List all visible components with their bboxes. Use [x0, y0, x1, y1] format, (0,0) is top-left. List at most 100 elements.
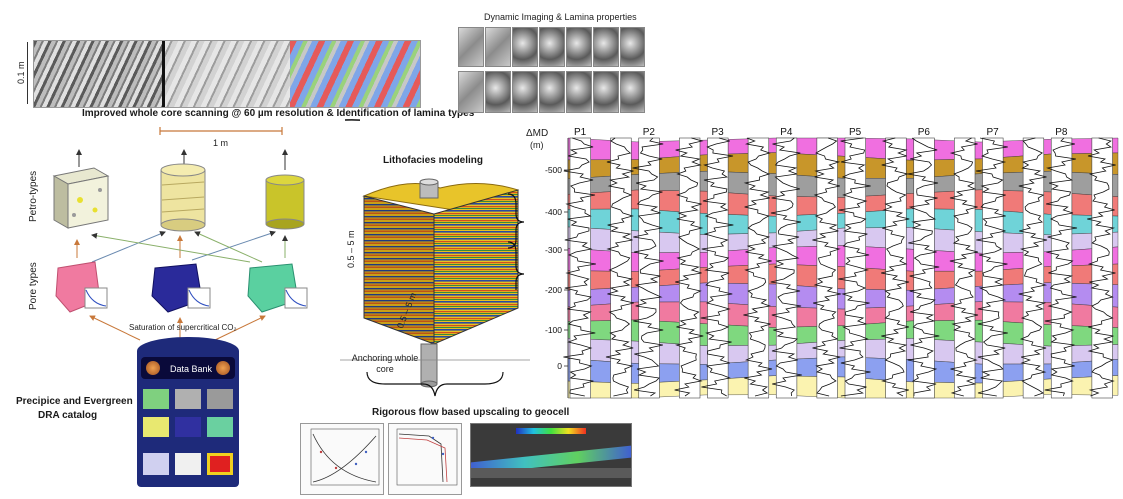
catalog-swatch	[175, 453, 201, 475]
well-label: P1	[574, 127, 587, 138]
imaging-tile	[566, 71, 592, 113]
upscaling-caption: Rigorous flow based upscaling to geocell	[372, 407, 570, 418]
well-log-track	[1050, 137, 1073, 399]
well-label: P6	[918, 127, 931, 138]
well-log-curve	[1018, 137, 1048, 397]
anchor-label-1: Anchoring whole core	[351, 353, 419, 374]
imaging-tile	[512, 71, 538, 113]
core-scan-grey-a	[34, 41, 162, 107]
pore-type-3	[247, 263, 308, 313]
core-scan-scale-bar	[27, 42, 28, 104]
well-log-curve	[743, 137, 773, 397]
well-log-track	[610, 137, 632, 399]
pore-types-label: Pore types	[28, 262, 39, 310]
well-log-track	[638, 137, 660, 399]
well-log-track	[885, 137, 907, 399]
well-log-track	[775, 137, 798, 399]
dynamic-imaging-caption: Dynamic Imaging & Lamina properties	[484, 12, 637, 22]
well-label: P2	[643, 127, 656, 138]
well-correlation-panel: P1 P2 P3 P4 P5 P6 P7 P8 -500 -400 -300 -200 -100 0	[545, 127, 1119, 399]
imaging-tile	[566, 27, 592, 67]
upscaling-brace	[366, 371, 504, 397]
well-label: P4	[780, 127, 793, 138]
correlation-y-unit: (m)	[530, 140, 544, 150]
core-scan-caption: Improved whole core scanning @ 60 µm res…	[82, 108, 475, 119]
well-label: P8	[1055, 127, 1068, 138]
data-bank-catalog: Data Bank	[137, 337, 239, 487]
petro-types-label: Petro-types	[28, 170, 39, 222]
pore-type-2	[151, 263, 211, 313]
well-log-curve	[812, 137, 841, 397]
y-tick-label: -300	[545, 245, 562, 255]
lithofacies-height-label: 0.5 – 5 m	[346, 230, 356, 268]
pore-type-1	[55, 261, 108, 313]
upscaling-geocell-model	[470, 423, 632, 487]
well-log-curve	[949, 137, 979, 397]
geocell-layer	[471, 468, 631, 478]
imaging-tile	[620, 71, 645, 113]
imaging-tile	[539, 71, 565, 113]
imaging-tile	[458, 27, 484, 67]
well-label: P7	[987, 127, 1000, 138]
catalog-swatch	[143, 453, 169, 475]
correlation-y-title: ΔMD	[526, 128, 549, 139]
upscaling-plot-2	[388, 423, 462, 495]
imaging-tile	[593, 71, 619, 113]
y-tick-label: -200	[545, 285, 562, 295]
petro-type-cube-1	[52, 167, 110, 229]
well-log-curve	[605, 137, 634, 397]
well-log-track	[707, 137, 729, 399]
catalog-swatch	[175, 389, 201, 409]
catalog-swatch	[207, 417, 233, 437]
imaging-tile	[539, 27, 565, 67]
scale-label-1m: 1 m	[213, 138, 229, 148]
y-tick-label: 0	[557, 361, 562, 371]
well-log-track	[747, 137, 770, 399]
data-bank-left-logo	[146, 361, 160, 375]
catalog-caption-line2: DRA catalog	[38, 410, 98, 421]
imaging-tile	[593, 27, 619, 67]
core-scan-panel	[33, 40, 421, 108]
petro-type-cylinder-2	[265, 174, 305, 230]
geocell-colorbar	[516, 428, 586, 434]
lithofacies-title: Lithofacies modeling	[383, 155, 484, 166]
well-log-curve	[838, 137, 871, 397]
well-log-track	[569, 137, 591, 399]
core-scan-fracture	[162, 41, 165, 107]
catalog-swatch	[175, 417, 201, 437]
upscaling-plot-1	[300, 423, 384, 495]
data-bank-right-logo	[216, 361, 230, 375]
well-log-curve	[700, 137, 734, 397]
core-scan-grey-b	[165, 41, 290, 107]
imaging-tile	[458, 71, 484, 113]
block-braces	[507, 193, 525, 290]
imaging-tile	[485, 71, 511, 113]
imaging-tile	[512, 27, 538, 67]
catalog-swatch	[143, 417, 169, 437]
well-log-track	[1022, 137, 1045, 399]
well-log-track	[816, 137, 838, 399]
catalog-caption-line1: Precipice and Evergreen	[16, 396, 133, 407]
well-log-curve	[975, 137, 1008, 397]
y-tick-label: -400	[545, 207, 562, 217]
imaging-tile	[620, 27, 645, 67]
catalog-swatch	[207, 453, 233, 475]
well-log-curve	[907, 137, 940, 397]
y-tick-label: -500	[545, 165, 562, 175]
well-label: P3	[712, 127, 725, 138]
well-log-curve	[1044, 137, 1078, 397]
lithofacies-block	[340, 178, 530, 388]
data-bank-title: Data Bank	[170, 364, 213, 374]
dynamic-imaging-grid	[458, 27, 645, 113]
catalog-swatch	[143, 389, 169, 409]
well-log-curve	[880, 137, 910, 397]
well-log-track	[844, 137, 866, 399]
well-log-curve	[770, 137, 802, 397]
imaging-tile	[485, 27, 511, 67]
well-log-curve	[563, 137, 596, 397]
core-scan-lamina-classes	[290, 41, 420, 107]
data-bank-header	[141, 357, 235, 379]
petro-type-cylinder-1	[160, 163, 206, 232]
workflow-connectors	[52, 119, 360, 341]
well-log-curve	[632, 137, 664, 397]
